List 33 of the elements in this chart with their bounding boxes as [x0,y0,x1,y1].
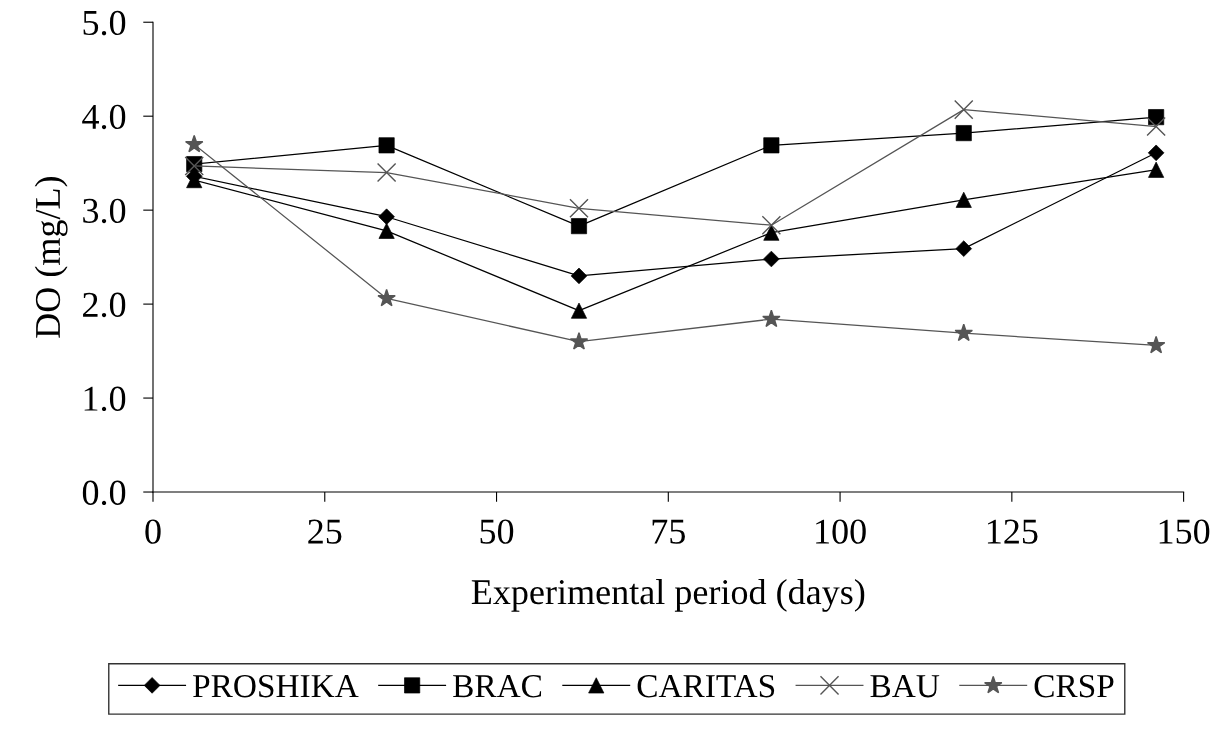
point [763,250,780,268]
x-axis-title: Experimental period (days) [471,578,865,612]
point [184,134,204,153]
point [762,309,781,328]
point [376,162,397,183]
x-tick-label: 100 [816,519,866,544]
y-tick-label: 0.0 [82,480,126,506]
y-tick-label: 5.0 [83,10,126,36]
x-tick-label: 75 [652,519,685,544]
point [761,215,782,235]
legend-label: CARITAS [637,674,775,698]
x-tick-label: 125 [987,519,1038,544]
point [569,331,589,350]
legend-label: PROSHIKA [193,674,359,698]
y-tick-label: 4.0 [82,104,126,130]
point [954,99,974,120]
x-tick-label: 25 [308,519,342,544]
legend-label: BAU [870,675,940,698]
point [569,198,589,218]
point [1146,335,1166,354]
y-tick-label: 3.0 [83,198,126,224]
x-tick-label: 50 [480,519,514,544]
y-tick-label: 2.0 [83,292,126,318]
legend-label: CRSP [1034,674,1114,698]
x-tick-label: 150 [1159,519,1210,544]
x-tick-label: 0 [145,519,161,544]
y-axis-title: DO (mg/L) [34,176,68,338]
legend-label: BRAC [453,674,542,698]
point [377,288,396,307]
point [954,323,974,342]
point [1146,116,1166,137]
point [955,125,972,142]
y-tick-label: 1.0 [84,386,126,412]
